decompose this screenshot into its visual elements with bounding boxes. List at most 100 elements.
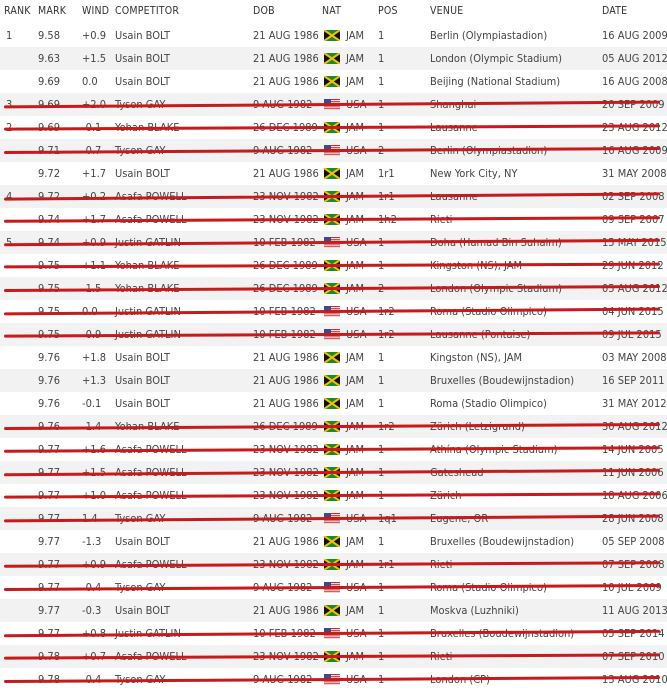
venue-cell: Kingston (NS), JAM: [430, 351, 523, 364]
table-row[interactable]: 9.750.0Justin GATLIN10 FEB 19821r2Roma (…: [0, 300, 667, 323]
header-date[interactable]: DATE: [602, 5, 628, 17]
table-row[interactable]: 9.77 -0.3 Usain BOLT 21 AUG 1986 1 Moskva (Lu…: [0, 599, 667, 622]
table-row[interactable]: 9.77 -1.3 Usain BOLT 21 AUG 1986 1 Bruxelles …: [0, 530, 667, 553]
competitor-cell: Usain BOLT: [115, 374, 171, 387]
wind-cell: +1.7: [82, 167, 107, 180]
table-row[interactable]: 9.77+1.5Asafa POWELL23 NOV 19821Gateshea…: [0, 461, 667, 484]
header-dob[interactable]: DOB: [253, 5, 275, 17]
header-nat[interactable]: NAT: [322, 5, 342, 17]
competitor-cell: Usain BOLT: [115, 535, 171, 548]
venue-cell: Bruxelles (Boudewijnstadion): [430, 535, 575, 548]
date-cell: 16 AUG 2009: [602, 144, 667, 157]
mark-cell: 9.77: [38, 604, 61, 617]
venue-cell: Berlin (Olympiastadion): [430, 29, 548, 42]
wind-cell: -1.3: [82, 535, 102, 548]
date-cell: 14 JUN 2005: [602, 443, 664, 456]
wind-cell: +1.5: [82, 52, 107, 65]
date-cell: 05 SEP 2008: [602, 535, 665, 548]
header-rank[interactable]: RANK: [4, 5, 31, 17]
pos-cell: 1: [378, 52, 385, 65]
table-row[interactable]: 9.76 -0.1 Usain BOLT 21 AUG 1986 1 Roma (Stad…: [0, 392, 667, 415]
date-cell: 16 AUG 2008: [602, 75, 667, 88]
table-row[interactable]: 1 9.58 +0.9 Usain BOLT 21 AUG 1986 1 Berlin (O…: [0, 24, 667, 47]
jamaica-flag-icon: [324, 352, 340, 363]
dob-cell: 21 AUG 1986: [253, 535, 319, 548]
table-row[interactable]: 9.77-0.4Tyson GAY9 AUG 19821Roma (Stadio…: [0, 576, 667, 599]
date-cell: 10 JUL 2009: [602, 581, 662, 594]
competitor-cell: Usain BOLT: [115, 167, 171, 180]
nat-cell: JAM: [346, 535, 365, 548]
wind-cell: +1.3: [82, 374, 107, 387]
table-row[interactable]: 9.75+1.1Yohan BLAKE26 DEC 19891Kingston …: [0, 254, 667, 277]
jamaica-flag-icon: [324, 53, 340, 64]
dob-cell: 21 AUG 1986: [253, 167, 319, 180]
table-row[interactable]: 9.72 +1.7 Usain BOLT 21 AUG 1986 1r1 New York…: [0, 162, 667, 185]
table-row[interactable]: 39.69+2.0Tyson GAY9 AUG 19821Shanghai20 …: [0, 93, 667, 116]
table-row[interactable]: 9.76 +1.3 Usain BOLT 21 AUG 1986 1 Bruxelles …: [0, 369, 667, 392]
table-row[interactable]: 9.78-0.4Tyson GAY9 AUG 19821London (CP)1…: [0, 668, 667, 691]
rank-cell: 4: [6, 190, 13, 203]
date-cell: 05 AUG 2012: [602, 52, 667, 65]
nat-cell: JAM: [346, 604, 365, 617]
table-row[interactable]: 49.72+0.2Asafa POWELL23 NOV 19821r1Lausa…: [0, 185, 667, 208]
mark-cell: 9.58: [38, 29, 61, 42]
table-row[interactable]: 9.69 0.0 Usain BOLT 21 AUG 1986 1 Beijing (Na…: [0, 70, 667, 93]
table-row[interactable]: 9.74+1.7Asafa POWELL23 NOV 19821h2Rieti0…: [0, 208, 667, 231]
venue-cell: Roma (Stadio Olimpico): [430, 397, 547, 410]
competitor-cell: Usain BOLT: [115, 397, 171, 410]
wind-cell: +1.8: [82, 351, 107, 364]
mark-cell: 9.69: [38, 75, 61, 88]
dob-cell: 21 AUG 1986: [253, 75, 319, 88]
dob-cell: 21 AUG 1986: [253, 52, 319, 65]
table-row[interactable]: 29.69-0.1Yohan BLAKE26 DEC 19891Lausanne…: [0, 116, 667, 139]
wind-cell: -0.1: [82, 397, 102, 410]
table-row[interactable]: 9.77+0.8Justin GATLIN10 FEB 19821Bruxell…: [0, 622, 667, 645]
wind-cell: +0.9: [82, 29, 107, 42]
header-competitor[interactable]: COMPETITOR: [115, 5, 180, 17]
table-row[interactable]: 9.76 +1.8 Usain BOLT 21 AUG 1986 1 Kingston (…: [0, 346, 667, 369]
competitor-cell: Usain BOLT: [115, 604, 171, 617]
table-row[interactable]: 9.75-1.5Yohan BLAKE26 DEC 19892London (O…: [0, 277, 667, 300]
pos-cell: 1: [378, 75, 385, 88]
pos-cell: 1: [378, 397, 385, 410]
header-mark[interactable]: MARK: [38, 5, 67, 17]
date-cell: 03 MAY 2008: [602, 351, 667, 364]
dob-cell: 21 AUG 1986: [253, 29, 319, 42]
nat-cell: JAM: [346, 374, 365, 387]
competitor-cell: Usain BOLT: [115, 351, 171, 364]
jamaica-flag-icon: [324, 375, 340, 386]
header-venue[interactable]: VENUE: [430, 5, 464, 17]
dob-cell: 21 AUG 1986: [253, 351, 319, 364]
table-row[interactable]: 59.74+0.9Justin GATLIN10 FEB 19821Doha (…: [0, 231, 667, 254]
header-wind[interactable]: WIND: [82, 5, 110, 17]
competitor-cell: Usain BOLT: [115, 75, 171, 88]
mark-cell: 9.76: [38, 397, 61, 410]
table-row[interactable]: 9.771.4Tyson GAY9 AUG 19821q1Eugene, OR2…: [0, 507, 667, 530]
table-row[interactable]: 9.71-0.7Tyson GAY9 AUG 19822Berlin (Olym…: [0, 139, 667, 162]
date-cell: 16 SEP 2011: [602, 374, 665, 387]
jamaica-flag-icon: [324, 398, 340, 409]
date-cell: 09 SEP 2007: [602, 213, 665, 226]
competitor-cell: Usain BOLT: [115, 29, 171, 42]
table-row[interactable]: 9.75-0.9Justin GATLIN10 FEB 19821r2Lausa…: [0, 323, 667, 346]
table-row[interactable]: 9.76-1.4Yohan BLAKE26 DEC 19891r2Zürich …: [0, 415, 667, 438]
date-cell: 31 MAY 2008: [602, 167, 667, 180]
dob-cell: 21 AUG 1986: [253, 374, 319, 387]
header-pos[interactable]: POS: [378, 5, 398, 17]
table-row[interactable]: 9.78+0.7Asafa POWELL23 NOV 19821Rieti07 …: [0, 645, 667, 668]
mark-cell: 9.76: [38, 374, 61, 387]
table-row[interactable]: 9.77+1.0Asafa POWELL23 NOV 19821Zürich18…: [0, 484, 667, 507]
jamaica-flag-icon: [324, 536, 340, 547]
venue-cell: Moskva (Luzhniki): [430, 604, 519, 617]
venue-cell: Bruxelles (Boudewijnstadion): [430, 374, 575, 387]
venue-cell: London (Olympic Stadium): [430, 52, 562, 65]
table-row[interactable]: 9.77+1.6Asafa POWELL23 NOV 19821Athína (…: [0, 438, 667, 461]
table-row[interactable]: 9.63 +1.5 Usain BOLT 21 AUG 1986 1 London (Ol…: [0, 47, 667, 70]
date-cell: 30 AUG 2012: [602, 420, 667, 433]
table-row[interactable]: 9.77+0.9Asafa POWELL23 NOV 19821r1Rieti0…: [0, 553, 667, 576]
nat-cell: JAM: [346, 75, 365, 88]
dob-cell: 21 AUG 1986: [253, 397, 319, 410]
pos-cell: 1: [378, 374, 385, 387]
date-cell: 05 AUG 2012: [602, 282, 667, 295]
nat-cell: JAM: [346, 397, 365, 410]
